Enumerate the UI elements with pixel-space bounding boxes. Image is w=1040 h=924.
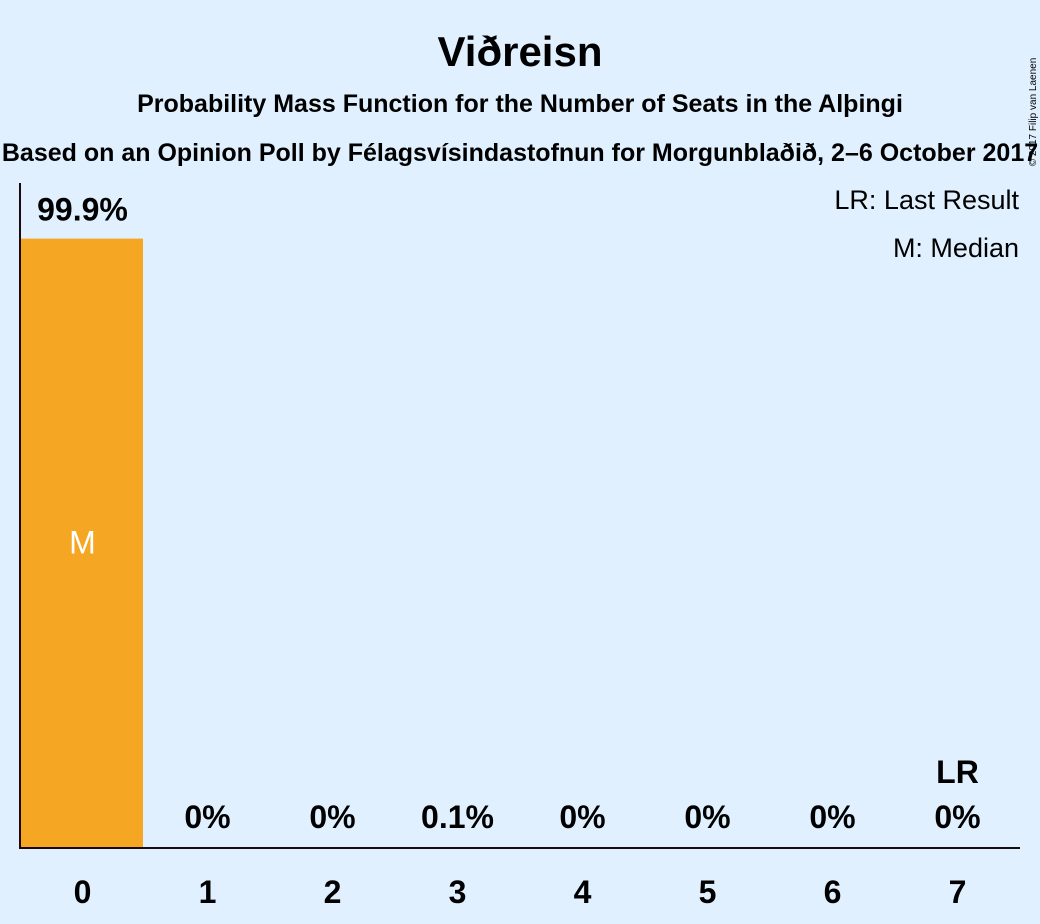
bar-0 <box>19 238 143 849</box>
x-tick-label-1: 1 <box>199 874 217 910</box>
legend-last-result: LR: Last Result <box>834 185 1019 215</box>
x-tick-label-0: 0 <box>74 874 92 910</box>
x-tick-label-7: 7 <box>949 874 967 910</box>
x-tick-labels-group: 0 1 2 3 4 5 6 7 <box>74 874 967 910</box>
x-tick-label-2: 2 <box>324 874 342 910</box>
last-result-marker: LR <box>936 754 979 790</box>
chart-title: Viðreisn <box>438 28 603 75</box>
chart-subtitle: Probability Mass Function for the Number… <box>137 90 903 118</box>
median-marker: M <box>69 524 96 560</box>
data-labels-group: 99.9% M 0% 0% 0.1% 0% 0% 0% 0% LR <box>37 192 980 835</box>
legend-median: M: Median <box>893 233 1019 263</box>
data-label-7: 0% <box>934 799 980 835</box>
x-tick-label-6: 6 <box>824 874 842 910</box>
copyright-credit: © 2017 Filip van Laenen <box>1028 58 1039 167</box>
data-label-5: 0% <box>684 799 730 835</box>
bars-group <box>19 238 520 849</box>
x-tick-label-3: 3 <box>449 874 467 910</box>
data-label-4: 0% <box>559 799 605 835</box>
x-tick-label-5: 5 <box>699 874 717 910</box>
data-label-1: 0% <box>184 799 230 835</box>
data-label-0: 99.9% <box>37 192 128 228</box>
chart-source: Based on an Opinion Poll by Félagsvísind… <box>2 139 1038 167</box>
data-label-3: 0.1% <box>421 799 494 835</box>
data-label-6: 0% <box>809 799 855 835</box>
x-tick-label-4: 4 <box>574 874 592 910</box>
data-label-2: 0% <box>309 799 355 835</box>
